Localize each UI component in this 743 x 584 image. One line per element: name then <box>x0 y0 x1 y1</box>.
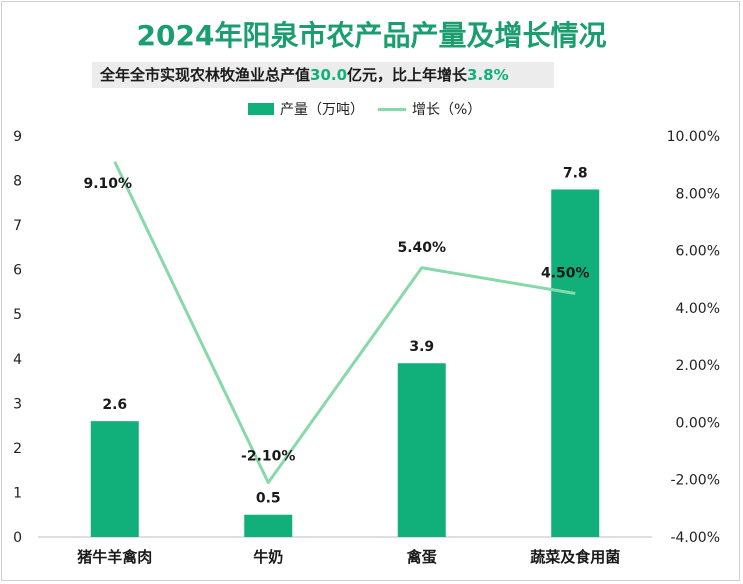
legend-item-line: 增长（%） <box>378 99 481 119</box>
legend-swatch-bar <box>248 103 274 115</box>
subtitle-mid: 亿元，比上年增长 <box>347 66 468 84</box>
legend-label-bar: 产量（万吨） <box>280 102 364 118</box>
legend-label-line: 增长（%） <box>412 102 482 118</box>
legend-item-bar: 产量（万吨） <box>248 99 364 119</box>
subtitle-value: 30.0 <box>310 66 348 84</box>
chart-subtitle: 全年全市实现农林牧渔业总产值30.0亿元，比上年增长3.8% <box>92 62 554 88</box>
subtitle-prefix: 全年全市实现农林牧渔业总产值 <box>100 66 311 84</box>
chart-title: 2024年阳泉市农产品产量及增长情况 <box>136 19 607 52</box>
chart-legend: 产量（万吨） 增长（%） <box>0 99 743 121</box>
legend-swatch-line <box>378 107 406 111</box>
subtitle-growth: 3.8% <box>467 66 509 84</box>
